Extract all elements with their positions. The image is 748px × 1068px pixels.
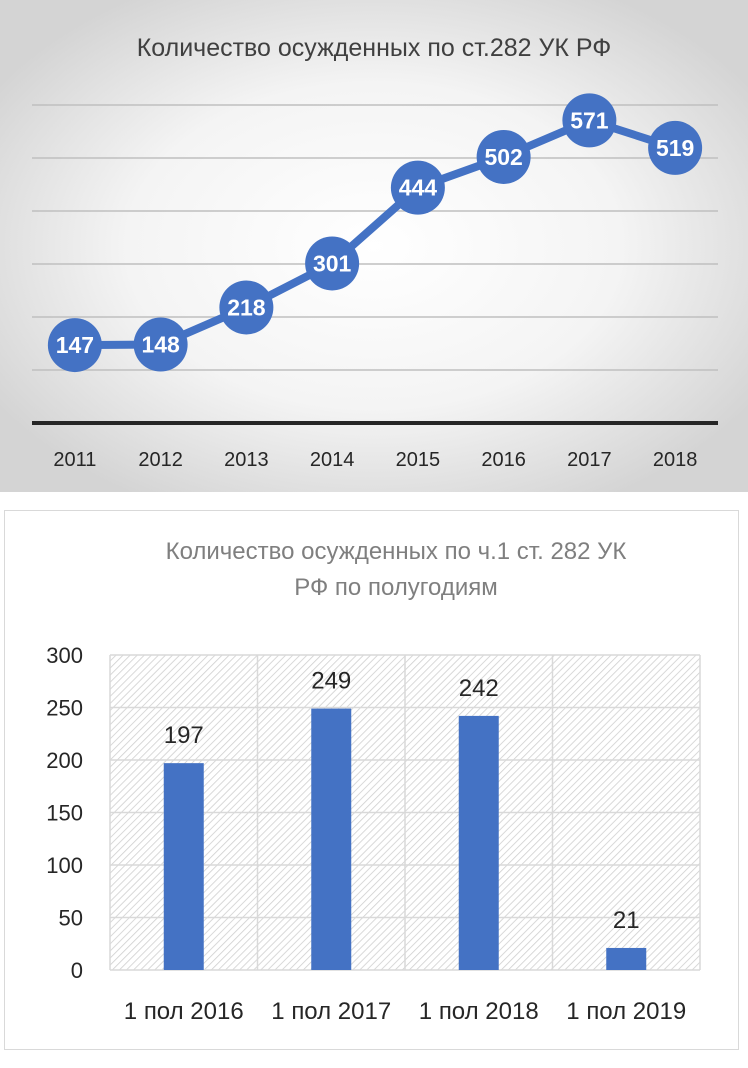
data-label: 249	[311, 668, 351, 695]
x-tick-label: 1 пол 2018	[419, 998, 539, 1025]
data-label: 21	[613, 907, 640, 934]
x-tick-label: 2018	[653, 449, 698, 471]
data-point	[562, 93, 617, 148]
data-label: 519	[656, 135, 694, 161]
y-tick-label: 100	[46, 853, 83, 878]
data-label: 571	[570, 107, 609, 133]
x-tick-label: 2011	[53, 449, 96, 471]
data-label: 218	[227, 294, 266, 320]
data-label: 301	[313, 250, 352, 276]
bar	[163, 763, 204, 970]
bar-chart-panel: Количество осужденных по ч.1 ст. 282 УК …	[4, 510, 739, 1050]
y-tick-label: 0	[71, 958, 83, 983]
data-label: 148	[141, 332, 180, 358]
data-point	[133, 317, 188, 372]
data-point	[476, 129, 531, 184]
y-tick-label: 250	[46, 696, 83, 721]
y-tick-label: 200	[46, 748, 83, 773]
x-tick-label: 2013	[224, 449, 269, 471]
data-point	[305, 236, 360, 291]
data-label: 502	[484, 144, 522, 170]
data-point	[47, 318, 102, 373]
bar	[606, 947, 647, 970]
y-tick-label: 50	[59, 906, 83, 931]
bar-chart: Количество осужденных по ч.1 ст. 282 УК …	[46, 538, 701, 1025]
y-tick-label: 300	[46, 643, 83, 668]
line-chart-panel: Количество осужденных по ст.282 УК РФ 20…	[0, 0, 748, 492]
x-tick-label: 2014	[310, 449, 355, 471]
data-label: 197	[164, 722, 204, 749]
data-point	[648, 120, 703, 175]
x-tick-label: 2017	[567, 449, 612, 471]
bar-chart-title-line-1: Количество осужденных по ч.1 ст. 282 УК	[166, 538, 627, 565]
bar	[311, 708, 352, 970]
bar	[458, 715, 499, 970]
x-tick-label: 2012	[138, 449, 183, 471]
data-point	[390, 160, 445, 215]
x-tick-label: 1 пол 2017	[271, 998, 391, 1025]
x-tick-label: 2016	[481, 449, 526, 471]
y-tick-label: 150	[46, 801, 83, 826]
x-tick-label: 2015	[396, 449, 441, 471]
series-line	[74, 116, 677, 350]
bar-chart-title-line-2: РФ по полугодиям	[294, 574, 497, 601]
data-label: 444	[399, 175, 438, 201]
x-tick-label: 1 пол 2019	[566, 998, 686, 1025]
x-tick-label: 1 пол 2016	[124, 998, 244, 1025]
line-chart-title: Количество осужденных по ст.282 УК РФ	[137, 34, 612, 62]
line-chart: Количество осужденных по ст.282 УК РФ 20…	[32, 34, 718, 471]
data-label: 147	[56, 332, 94, 358]
data-label: 242	[459, 675, 499, 702]
data-point	[219, 280, 274, 335]
